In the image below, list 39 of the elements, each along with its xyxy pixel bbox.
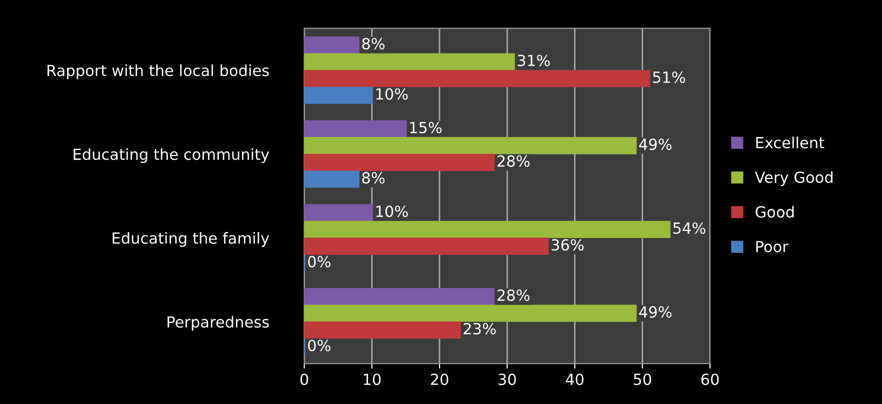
data-label: 0% xyxy=(308,340,330,352)
data-label: 10% xyxy=(376,88,408,100)
x-tick-label: 50 xyxy=(634,374,652,386)
x-tick-label: 20 xyxy=(430,374,448,386)
bar xyxy=(304,137,637,154)
legend-label: Good xyxy=(756,206,794,218)
data-label: 23% xyxy=(464,322,496,334)
legend-label: Poor xyxy=(756,240,788,252)
bar xyxy=(304,170,360,188)
data-label: 54% xyxy=(673,222,706,234)
y-tick-label: Rapport with the local bodies xyxy=(48,64,269,80)
data-label: 28% xyxy=(498,155,530,167)
bar xyxy=(304,204,373,222)
y-tick-label: Educating the family xyxy=(112,232,270,247)
data-label: 8% xyxy=(362,38,385,50)
data-label: 36% xyxy=(552,239,584,251)
data-label: 31% xyxy=(518,54,550,66)
legend-label: Excellent xyxy=(756,136,824,148)
x-tick-label: 30 xyxy=(498,374,516,386)
bar xyxy=(304,86,373,104)
data-label: 0% xyxy=(308,256,330,268)
data-label: 49% xyxy=(639,306,672,318)
x-tick-label: 60 xyxy=(701,374,719,386)
bar xyxy=(304,321,461,339)
data-label: 10% xyxy=(376,206,408,218)
data-label: 49% xyxy=(639,138,672,150)
data-label: 15% xyxy=(410,122,442,134)
bar xyxy=(304,120,407,138)
legend-label: Very Good xyxy=(754,171,832,186)
y-tick-label: Perparedness xyxy=(168,316,269,331)
x-tick-label: 10 xyxy=(364,374,381,386)
bar xyxy=(304,304,637,322)
data-label: 8% xyxy=(362,172,385,184)
data-label: 28% xyxy=(498,289,530,301)
x-tick-label: 0 xyxy=(300,374,308,386)
y-tick-label: Educating the community xyxy=(74,148,270,164)
x-tick-label: 40 xyxy=(566,374,584,386)
bar xyxy=(304,238,549,255)
data-label: 51% xyxy=(653,71,686,84)
